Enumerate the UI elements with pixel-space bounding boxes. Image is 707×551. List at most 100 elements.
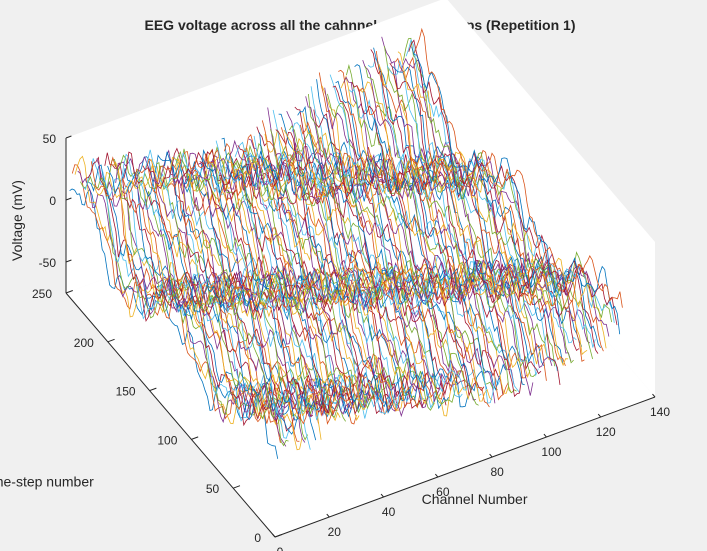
z-tick-mark (65, 197, 72, 201)
y-tick-label: 200 (74, 336, 94, 350)
channel-series-line (378, 64, 588, 356)
channel-series-line (158, 155, 368, 419)
x-tick-mark (380, 493, 384, 498)
channel-series-line (278, 113, 488, 392)
x-tick-mark (434, 473, 439, 478)
channel-series-line (283, 129, 493, 402)
x-tick-label: 140 (650, 405, 670, 419)
channel-series-line (245, 158, 455, 417)
x-tick-label: 80 (490, 465, 504, 479)
y-tick-mark (191, 436, 199, 440)
channel-series-line (142, 165, 352, 415)
channel-series-line (316, 79, 525, 386)
channel-series-line (356, 86, 566, 367)
z-tick-label: 0 (49, 194, 56, 208)
channel-series-line (411, 46, 621, 335)
x-tick-mark (272, 533, 276, 538)
channel-series-line (69, 188, 279, 459)
z-tick-label: -50 (39, 256, 57, 270)
channel-series-line (384, 46, 593, 360)
channel-series-line (161, 147, 371, 415)
x-axis-line (274, 396, 656, 538)
y-tick-mark (65, 290, 73, 294)
y-axis-line (65, 292, 276, 538)
channel-series-line (394, 56, 604, 352)
y-tick-label: 150 (116, 385, 136, 399)
channel-series-line (188, 149, 398, 410)
channel-series-line (131, 165, 341, 422)
channel-series-line (299, 121, 509, 401)
channel-series-line (389, 62, 599, 354)
channel-series-line (351, 81, 561, 385)
channel-series-line (202, 153, 411, 414)
y-tick-mark (233, 485, 241, 489)
channel-series-line (413, 27, 623, 308)
channel-series-line (82, 158, 292, 439)
y-tick-mark (274, 534, 282, 538)
x-tick-label: 60 (436, 485, 450, 499)
channel-series-line (194, 146, 403, 410)
y-tick-label: 250 (32, 287, 52, 301)
channel-series-line (286, 110, 496, 404)
channel-series-line (275, 129, 485, 397)
channel-series-line (264, 129, 474, 401)
channel-series-line (226, 148, 436, 405)
channel-series-line (359, 81, 569, 367)
channel-series-line (270, 129, 479, 406)
channel-series-line (289, 125, 498, 391)
z-tick-mark (65, 259, 72, 263)
channel-series-line (400, 57, 610, 337)
z-tick-label: 50 (43, 132, 57, 146)
channel-series-line (291, 122, 501, 404)
x-tick-mark (489, 453, 493, 458)
z-tick-mark (65, 135, 72, 139)
x-tick-mark (652, 393, 656, 398)
y-tick-mark (149, 387, 157, 392)
channel-series-line (93, 171, 303, 451)
x-tick-label: 120 (596, 425, 616, 439)
channel-series-line (408, 39, 618, 326)
channel-series-line (166, 150, 376, 415)
channel-series-line (172, 152, 382, 415)
channel-series-line (232, 144, 441, 411)
channel-series-line (403, 37, 612, 323)
channel-series-line (294, 106, 504, 396)
channel-series-line (240, 150, 450, 410)
channel-series-line (261, 120, 471, 391)
y-axis-label: Time-step number (0, 474, 94, 490)
channel-series-line (147, 164, 357, 425)
channel-series-line (280, 127, 490, 408)
channel-series-line (373, 47, 583, 347)
x-tick-mark (543, 433, 547, 438)
tick-group: 0 20 40 60 80 100 120 140 0 50 100 150 200 250 -50 0 50 (32, 132, 670, 551)
y-tick-label: 50 (206, 482, 220, 496)
channel-series-line (180, 151, 390, 415)
channel-series-line (370, 49, 580, 352)
channel-series-line (213, 152, 422, 408)
channel-series-line (251, 142, 460, 405)
channel-series-line (218, 157, 428, 409)
channel-series-line (310, 86, 520, 393)
x-tick-label: 20 (328, 525, 342, 539)
channel-series-line (332, 85, 542, 375)
channel-series-line (145, 154, 355, 418)
x-tick-mark (597, 413, 602, 418)
y-tick-mark (107, 338, 115, 343)
x-tick-mark (326, 513, 330, 518)
x-tick-label: 40 (382, 505, 396, 519)
axis-lines (65, 138, 656, 538)
channel-series-line (302, 112, 512, 394)
channel-series-line (137, 165, 346, 422)
x-tick-label: 100 (541, 445, 561, 459)
channel-series-line (272, 109, 482, 397)
floor-pane (66, 153, 655, 537)
channel-series-line (259, 132, 469, 408)
channel-series-line (324, 87, 534, 396)
z-axis-label: Voltage (mV) (9, 180, 25, 261)
series-group (69, 27, 623, 459)
x-tick-label: 0 (277, 545, 284, 551)
back-wall-pane (66, 0, 655, 397)
channel-series-line (313, 109, 523, 398)
x-axis-label: Channel Number (422, 491, 528, 507)
